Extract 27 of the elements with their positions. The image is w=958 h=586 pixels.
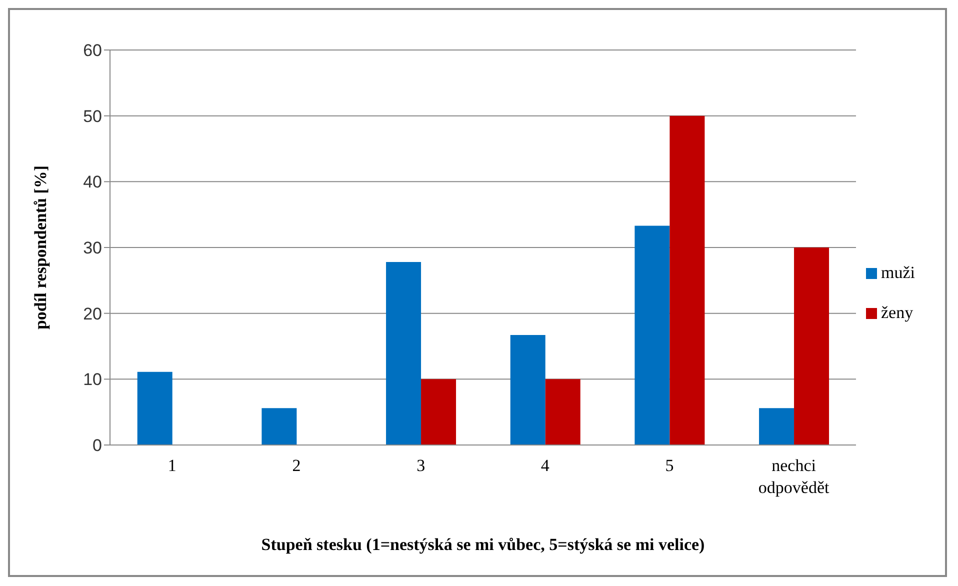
x-tick-label: 5	[665, 456, 674, 475]
bar	[421, 379, 456, 445]
x-tick-label: 2	[292, 456, 301, 475]
x-axis-title: Stupeň stesku (1=nestýská se mi vůbec, 5=stýská se mi velice)	[261, 535, 705, 554]
x-tick-label: 1	[168, 456, 176, 475]
x-tick-label: 4	[540, 456, 550, 475]
bar	[262, 408, 297, 445]
y-tick-label: 50	[83, 106, 102, 126]
y-tick-label: 0	[92, 436, 102, 456]
y-tick-label: 40	[83, 172, 102, 192]
bar	[137, 372, 172, 445]
y-axis-title: podíl respondentů [%]	[31, 165, 50, 330]
y-tick-label: 60	[83, 41, 102, 60]
bar	[634, 226, 670, 445]
bar	[510, 335, 546, 445]
y-tick-label: 10	[83, 370, 102, 390]
y-tick-label: 30	[83, 238, 102, 258]
legend-label: muži	[881, 262, 915, 282]
bar	[670, 116, 705, 445]
bar	[794, 248, 830, 445]
legend-label: ženy	[881, 302, 914, 322]
bar	[386, 262, 422, 445]
x-tick-label: 3	[416, 456, 426, 475]
y-tick-label: 20	[83, 304, 102, 324]
x-tick-label: nechci odpovědět	[758, 456, 830, 497]
bar	[545, 379, 580, 445]
bar	[759, 408, 794, 445]
